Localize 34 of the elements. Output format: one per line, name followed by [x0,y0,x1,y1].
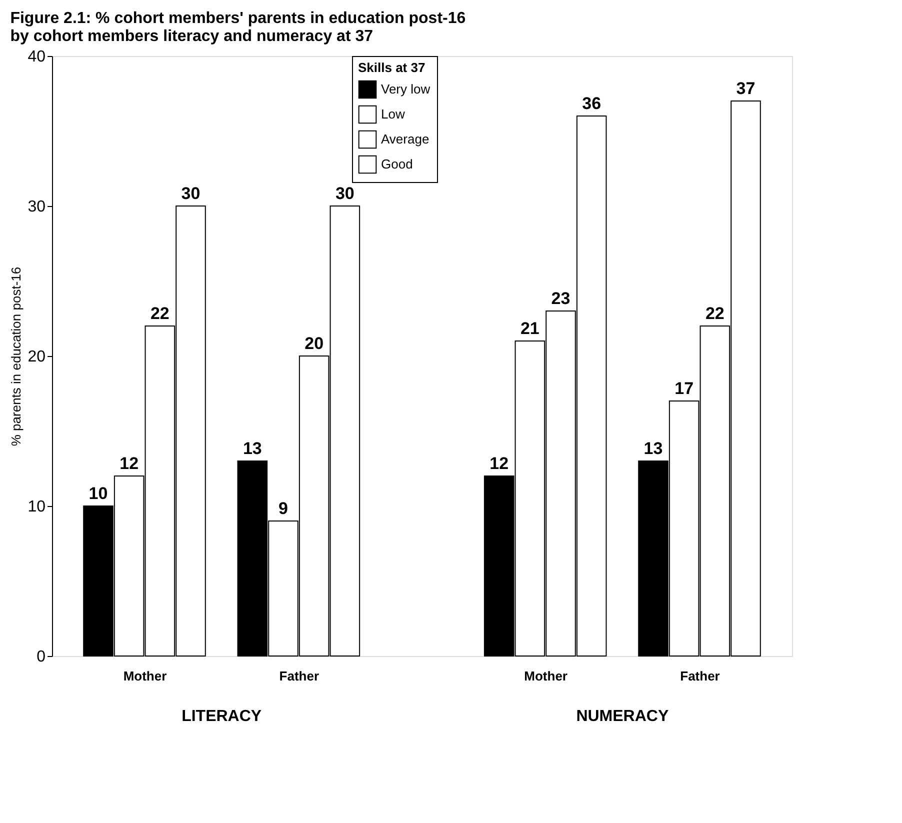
legend-label: Good [381,156,413,172]
x-tick-label: Father [680,668,720,684]
data-label: 12 [490,454,509,473]
data-label: 21 [520,319,540,338]
data-label: 10 [88,484,108,503]
legend-label: Very low [381,82,431,96]
x-tick-label: Mother [524,668,568,684]
data-label: 9 [278,499,288,518]
data-label: 37 [736,79,756,98]
data-label: 22 [705,304,724,323]
data-label: 12 [120,454,139,473]
data-label: 36 [582,94,602,113]
y-axis-title: % parents in education post-16 [8,266,24,446]
chart-title: Figure 2.1: % cohort members' parents in education post-16 by cohort members literacy and numeracy at 37 [10,10,466,45]
y-tick-label: 10 [28,498,46,516]
text: LITERACY [182,708,262,725]
legend-label: Average [381,132,430,146]
data-label: 20 [304,334,324,353]
y-tick-label: 40 [28,48,46,66]
text: NUMERACY [576,708,669,725]
y-tick-label: 0 [36,648,46,666]
data-label: 22 [150,304,170,323]
x-tick-label: Father [279,668,320,684]
data-label: 30 [181,184,200,203]
data-label: 13 [242,439,262,458]
data-label: 23 [551,289,570,308]
data-label: 13 [644,439,663,458]
legend-title: Skills at 37 [358,60,426,75]
y-tick-label: 20 [28,348,46,366]
legend-label: Low [381,106,406,122]
data-label: 17 [674,379,694,398]
data-label: 30 [335,184,354,203]
y-tick-label: 30 [28,198,46,216]
x-tick-label: Mother [123,668,167,684]
